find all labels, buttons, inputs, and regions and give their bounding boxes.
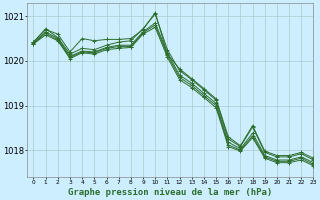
X-axis label: Graphe pression niveau de la mer (hPa): Graphe pression niveau de la mer (hPa) xyxy=(68,188,273,197)
